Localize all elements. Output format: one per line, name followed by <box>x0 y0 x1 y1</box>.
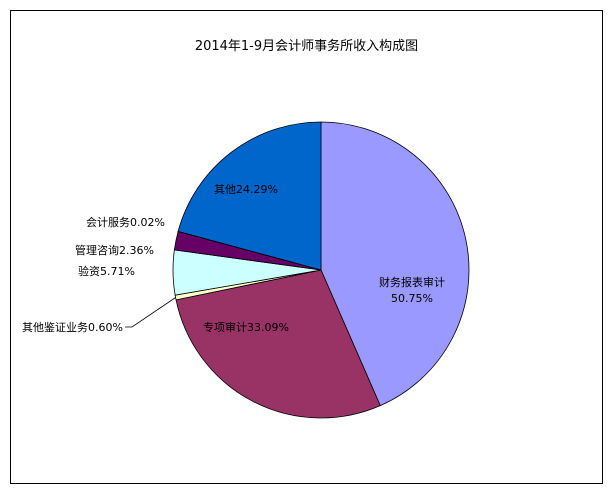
slice-label-0: 财务报表审计 <box>379 275 445 289</box>
chart-title: 2014年1-9月会计师事务所收入构成图 <box>194 39 419 54</box>
slice-label-4: 管理咨询2.36% <box>75 243 154 257</box>
slice-label-2: 其他鉴证业务0.60% <box>22 321 123 334</box>
slice-label-3: 验资5.71% <box>78 264 135 278</box>
pie-slice-6 <box>177 121 322 271</box>
slice-label-6: 其他24.29% <box>214 183 278 196</box>
pie-slice-1 <box>175 269 381 419</box>
leader-line-2 <box>125 297 176 328</box>
slice-label-0-line2: 50.75% <box>391 292 433 305</box>
slice-label-1: 专项审计33.09% <box>203 320 289 334</box>
slice-label-5: 会计服务0.02% <box>86 216 165 229</box>
pie-slice-0 <box>320 121 470 407</box>
